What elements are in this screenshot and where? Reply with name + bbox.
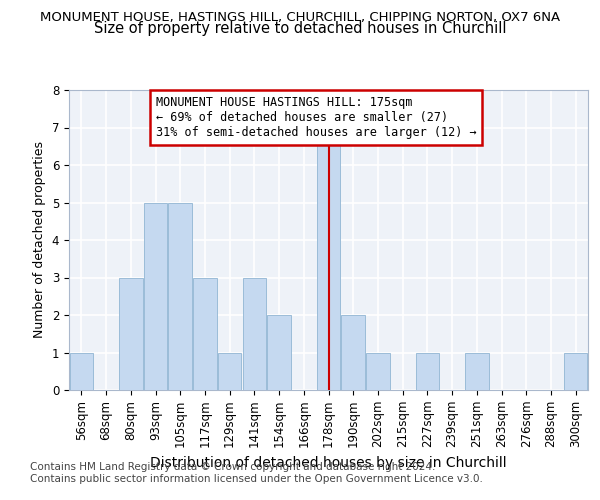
Text: Contains public sector information licensed under the Open Government Licence v3: Contains public sector information licen… [30, 474, 483, 484]
Text: Size of property relative to detached houses in Churchill: Size of property relative to detached ho… [94, 21, 506, 36]
Bar [564, 352, 587, 390]
Bar [268, 315, 291, 390]
Text: MONUMENT HOUSE, HASTINGS HILL, CHURCHILL, CHIPPING NORTON, OX7 6NA: MONUMENT HOUSE, HASTINGS HILL, CHURCHILL… [40, 11, 560, 24]
Text: MONUMENT HOUSE HASTINGS HILL: 175sqm
← 69% of detached houses are smaller (27)
3: MONUMENT HOUSE HASTINGS HILL: 175sqm ← 6… [155, 96, 476, 138]
Bar [193, 278, 217, 390]
Bar [218, 352, 241, 390]
Bar [70, 352, 93, 390]
Bar [465, 352, 488, 390]
Bar [169, 202, 192, 390]
Bar [416, 352, 439, 390]
Bar [366, 352, 389, 390]
Y-axis label: Number of detached properties: Number of detached properties [33, 142, 46, 338]
Bar [242, 278, 266, 390]
Bar [119, 278, 143, 390]
Bar [317, 128, 340, 390]
Bar [341, 315, 365, 390]
Bar [144, 202, 167, 390]
X-axis label: Distribution of detached houses by size in Churchill: Distribution of detached houses by size … [150, 456, 507, 469]
Text: Contains HM Land Registry data © Crown copyright and database right 2024.: Contains HM Land Registry data © Crown c… [30, 462, 436, 472]
